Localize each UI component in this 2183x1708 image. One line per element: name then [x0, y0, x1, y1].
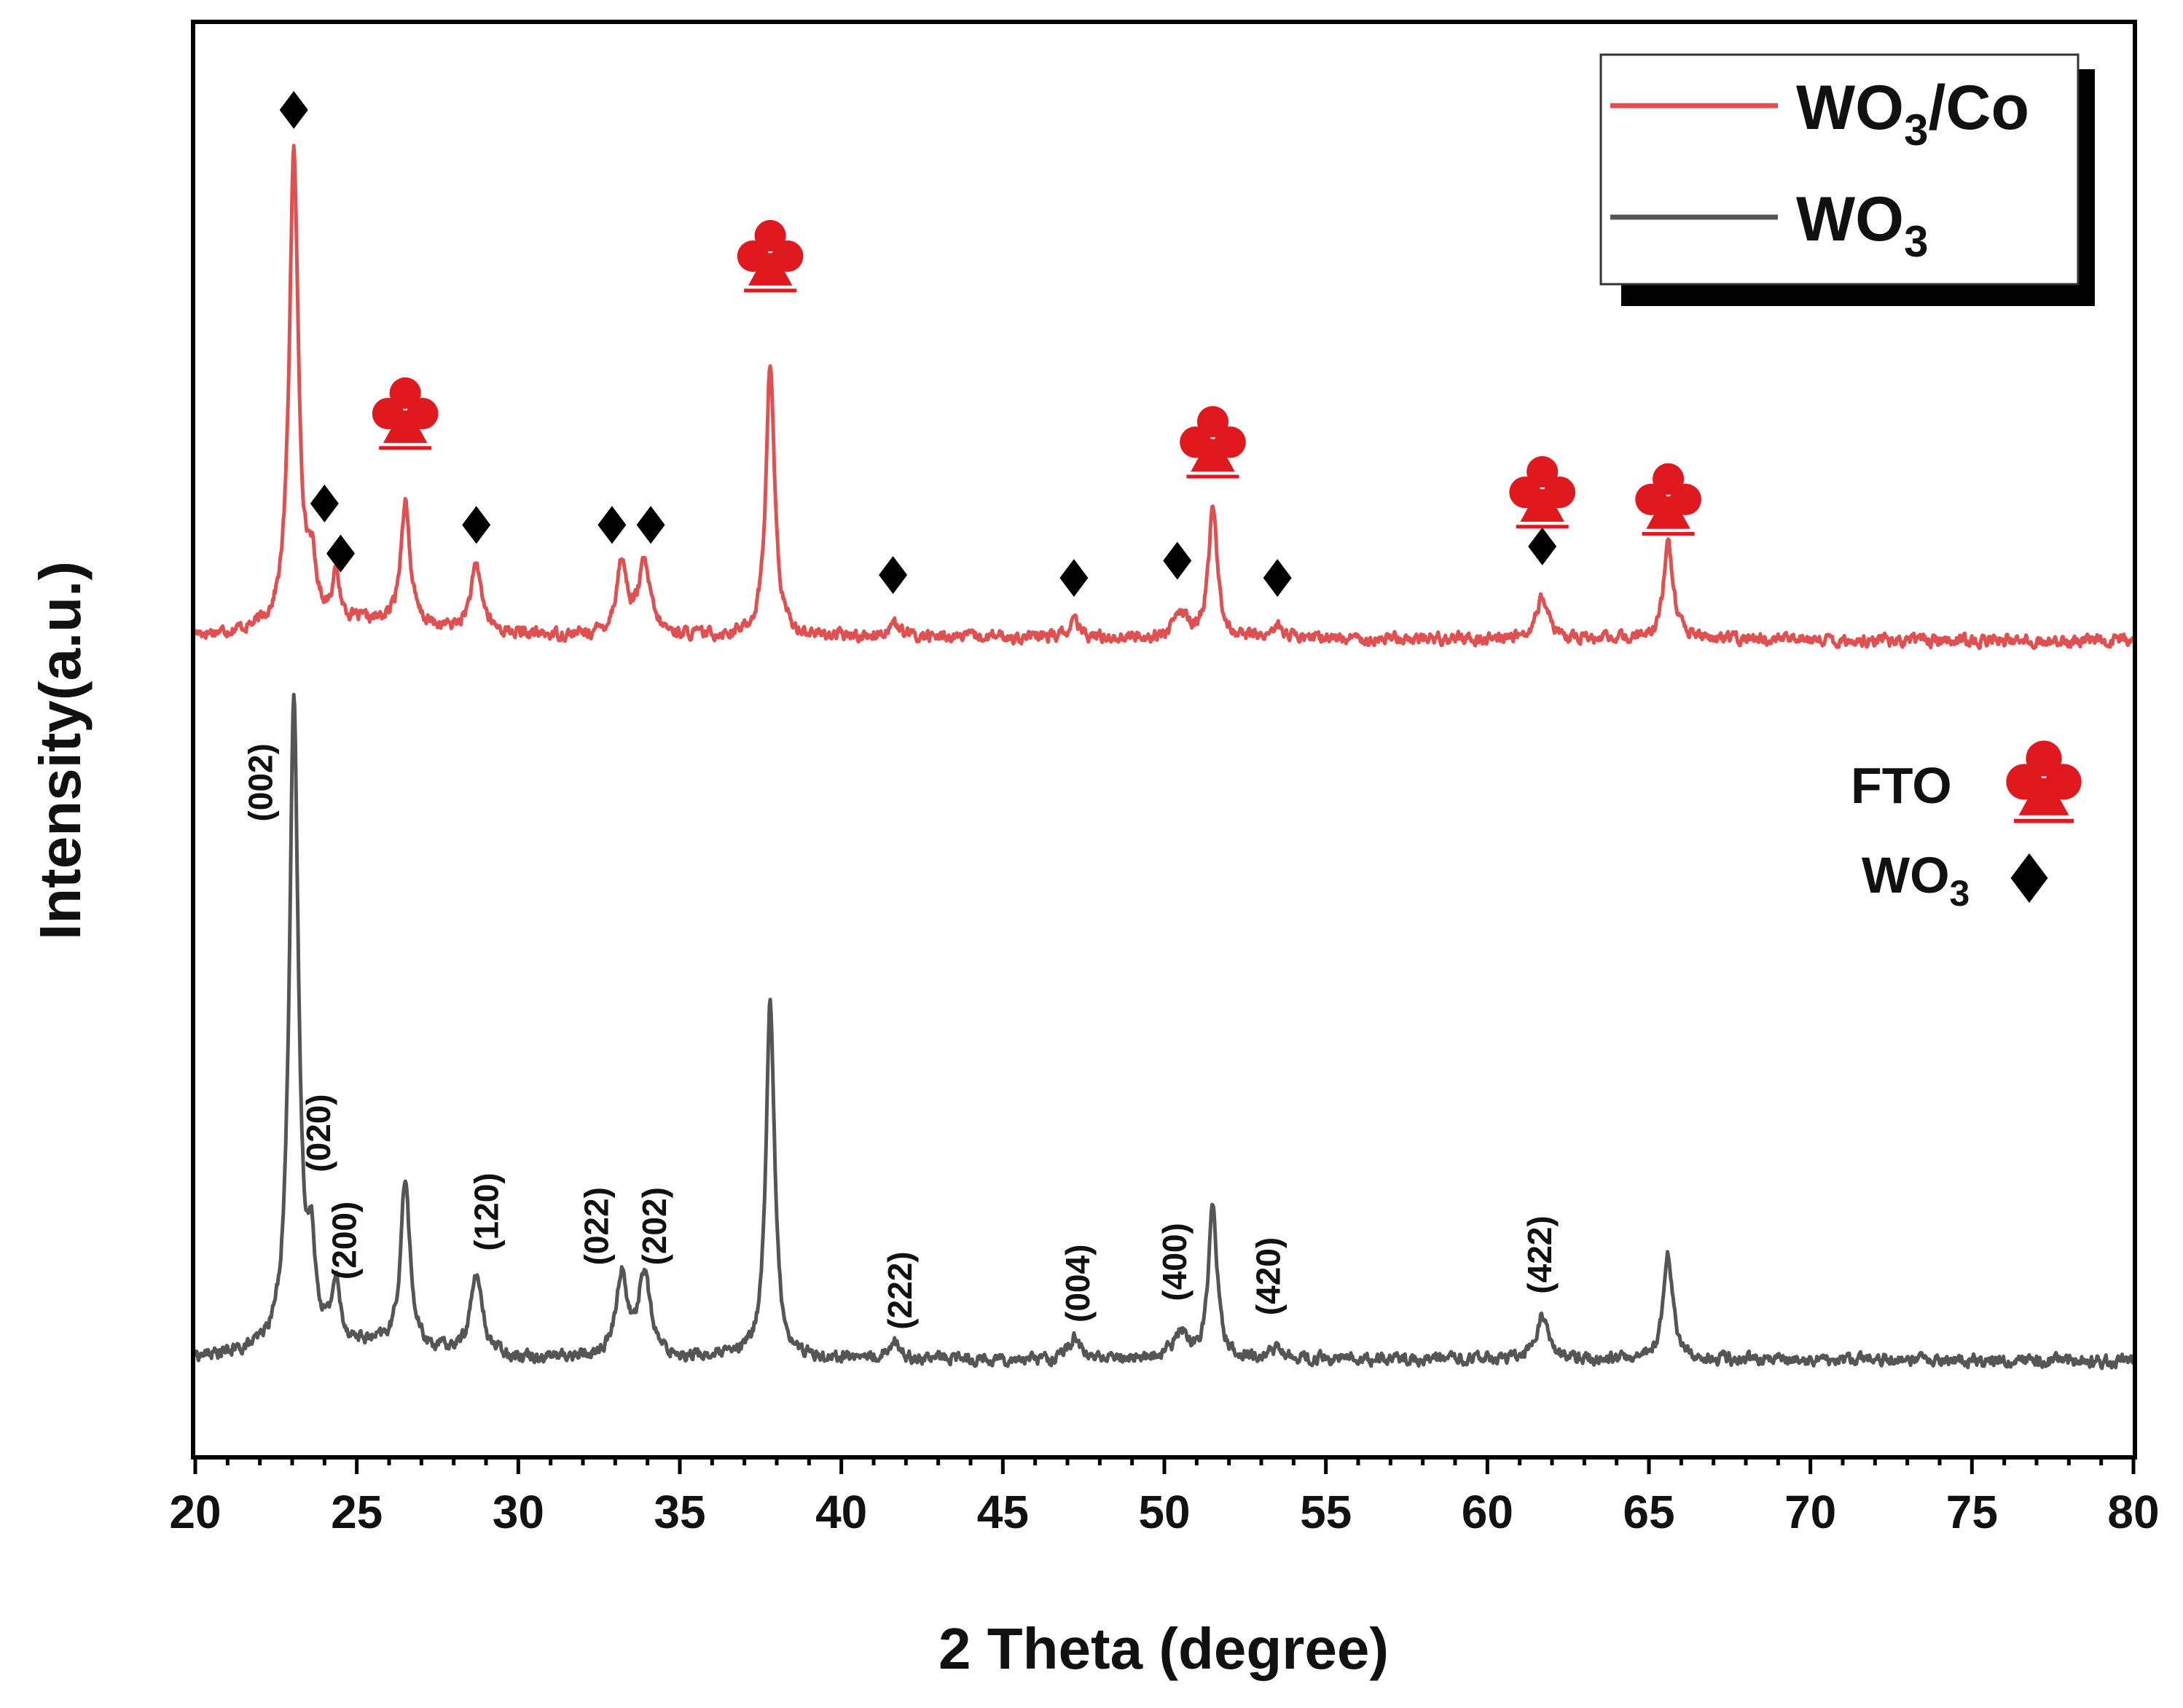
series-line-wo3-co — [193, 144, 2136, 651]
peak-label: (020) — [299, 1094, 337, 1172]
peak-label: (120) — [468, 1172, 506, 1250]
x-tick-label: 35 — [654, 1486, 705, 1538]
legend-label-wo3: WO3 — [1796, 184, 1928, 266]
peak-label: (400) — [1156, 1223, 1194, 1301]
peak-label: (222) — [881, 1251, 919, 1329]
x-tick-label: 50 — [1138, 1486, 1190, 1538]
wo3-diamond-marker — [1528, 527, 1557, 565]
x-axis-title: 2 Theta (degree) — [938, 1616, 1389, 1681]
x-tick-label: 60 — [1462, 1486, 1513, 1538]
club-icon — [2006, 740, 2082, 823]
key-club-icon — [2006, 740, 2082, 823]
key-label-fto: FTO — [1851, 757, 1952, 814]
fto-club-marker — [1509, 455, 1576, 529]
peak-label: (422) — [1521, 1215, 1559, 1293]
peak-label: (004) — [1059, 1245, 1097, 1323]
x-axis-ticks: 20 25 30 35 40 45 50 55 60 65 70 75 80 — [169, 1455, 2160, 1538]
y-axis-title: Intensity(a.u.) — [28, 561, 93, 940]
marker-layer — [279, 90, 1701, 598]
peak-label: (420) — [1249, 1237, 1287, 1315]
x-tick-label: 30 — [493, 1486, 544, 1538]
peak-label: (022) — [577, 1187, 615, 1265]
fto-club-marker — [1635, 463, 1701, 536]
wo3-diamond-marker — [1059, 559, 1089, 598]
x-tick-label: 40 — [815, 1486, 867, 1538]
fto-club-marker — [1180, 406, 1246, 479]
x-tick-label: 80 — [2107, 1486, 2159, 1538]
wo3-diamond-marker — [279, 90, 308, 129]
wo3-diamond-marker — [636, 506, 665, 544]
wo3-diamond-marker — [1163, 541, 1192, 580]
fto-club-marker — [372, 377, 439, 450]
key-diamond-icon — [2010, 853, 2048, 903]
x-tick-label: 55 — [1300, 1486, 1352, 1538]
fto-club-marker — [737, 219, 804, 293]
key-label-wo3: WO3 — [1862, 847, 1970, 914]
x-tick-label: 25 — [331, 1486, 383, 1538]
wo3-diamond-marker — [1263, 559, 1292, 598]
x-tick-label: 65 — [1623, 1486, 1674, 1538]
legend-label-wo3-co: WO3/Co — [1796, 73, 2029, 154]
diamond-icon — [2010, 853, 2048, 903]
wo3-diamond-marker — [310, 484, 339, 522]
wo3-diamond-marker — [462, 506, 491, 544]
x-tick-label: 20 — [169, 1486, 221, 1538]
peak-label: (200) — [326, 1202, 364, 1280]
x-tick-label: 70 — [1784, 1486, 1836, 1538]
x-tick-label: 45 — [977, 1486, 1029, 1538]
wo3-diamond-marker — [597, 506, 627, 544]
symbol-key: FTO WO3 — [1851, 740, 2082, 914]
legend-box — [1599, 53, 2080, 286]
legend: WO3/Co WO3 — [1599, 53, 2095, 306]
wo3-diamond-marker — [326, 534, 355, 573]
wo3-diamond-marker — [879, 556, 908, 595]
peak-label: (202) — [635, 1187, 673, 1265]
peak-label-layer: (002) (020) (200) (120) (022) (202) (222) (004)… — [241, 743, 1559, 1330]
peak-label: (002) — [241, 743, 279, 821]
series-line-wo3 — [193, 692, 2136, 1371]
series-layer — [193, 144, 2136, 1371]
x-tick-label: 75 — [1946, 1486, 1998, 1538]
